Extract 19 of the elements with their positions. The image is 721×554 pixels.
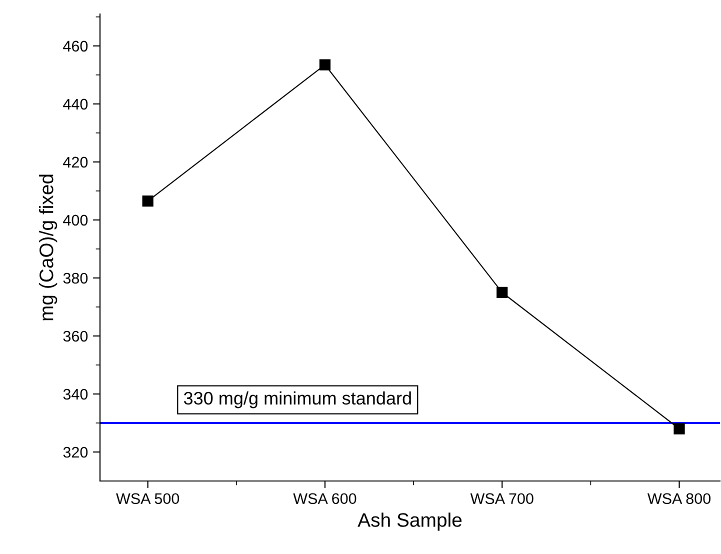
x-tick-label: WSA 600 [293,493,356,504]
x-axis-title: Ash Sample [358,512,462,531]
x-tick-label: WSA 500 [116,493,180,504]
point [496,286,508,298]
y-tick-label: 360 [63,330,88,342]
point [319,59,331,70]
y-tick-label: 380 [63,272,88,284]
y-tick-label: 440 [63,98,88,110]
x-tick-label: WSA 700 [470,493,534,504]
y-tick-label: 400 [63,214,88,226]
y-axis-title: mg (CaO)/g fixed [39,174,58,320]
x-tick-label: WSA 800 [647,493,711,504]
y-tick-label: 340 [63,388,88,400]
y-tick-label: 460 [63,40,88,52]
y-tick-label: 320 [63,446,88,458]
y-tick-label: 420 [63,156,88,168]
point [674,423,685,434]
ref-line-label: 330 mg/g minimum standard [184,391,411,408]
point [142,196,154,207]
